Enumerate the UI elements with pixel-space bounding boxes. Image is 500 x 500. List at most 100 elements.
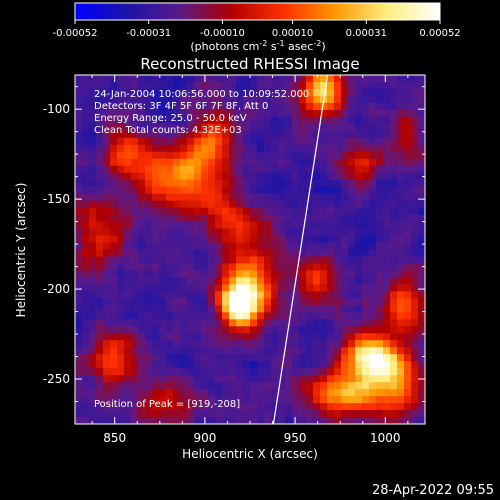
heatmap-cell bbox=[159, 333, 167, 341]
heatmap-cell bbox=[327, 137, 335, 146]
heatmap-cell bbox=[334, 151, 342, 160]
heatmap-cell bbox=[180, 123, 188, 132]
heatmap-cell bbox=[369, 382, 377, 390]
heatmap-cell bbox=[369, 340, 377, 348]
heatmap-cell bbox=[355, 95, 363, 104]
heatmap-cell bbox=[341, 319, 349, 327]
heatmap-cell bbox=[180, 221, 188, 230]
heatmap-cell bbox=[257, 158, 265, 167]
heatmap-cell bbox=[390, 333, 398, 341]
heatmap-cell bbox=[313, 263, 321, 272]
heatmap-cell bbox=[327, 256, 335, 265]
heatmap-cell bbox=[152, 298, 160, 306]
heatmap-cell bbox=[243, 242, 251, 251]
heatmap-cell bbox=[201, 186, 209, 195]
heatmap-cell bbox=[131, 137, 139, 146]
heatmap-cell bbox=[208, 417, 216, 424]
heatmap-cell bbox=[152, 179, 160, 188]
heatmap-cell bbox=[89, 172, 97, 181]
heatmap-cell bbox=[75, 368, 83, 376]
heatmap-cell bbox=[327, 214, 335, 223]
heatmap-cell bbox=[103, 277, 111, 285]
heatmap-cell bbox=[82, 123, 90, 132]
heatmap-cell bbox=[75, 193, 83, 202]
heatmap-cell bbox=[159, 235, 167, 244]
heatmap-cell bbox=[215, 81, 223, 90]
heatmap-cell bbox=[411, 116, 419, 125]
heatmap-cell bbox=[145, 361, 153, 369]
heatmap-cell bbox=[369, 361, 377, 369]
heatmap-cell bbox=[166, 347, 174, 355]
y-tick-label: -150 bbox=[43, 192, 70, 206]
heatmap-cell bbox=[159, 291, 167, 299]
heatmap-cell bbox=[110, 277, 118, 285]
heatmap-cell bbox=[124, 403, 132, 411]
heatmap-cell bbox=[285, 207, 293, 216]
heatmap-cell bbox=[390, 235, 398, 244]
heatmap-cell bbox=[138, 200, 146, 209]
heatmap-cell bbox=[299, 333, 307, 341]
heatmap-cell bbox=[166, 326, 174, 334]
heatmap-cell bbox=[194, 368, 202, 376]
heatmap-cell bbox=[159, 277, 167, 285]
heatmap-cell bbox=[320, 123, 328, 132]
heatmap-cell bbox=[271, 179, 279, 188]
heatmap-cell bbox=[355, 256, 363, 265]
heatmap-cell bbox=[187, 186, 195, 195]
heatmap-cell bbox=[187, 333, 195, 341]
heatmap-cell bbox=[292, 263, 300, 272]
heatmap-cell bbox=[285, 193, 293, 202]
heatmap-cell bbox=[250, 256, 258, 265]
heatmap-cell bbox=[355, 389, 363, 397]
heatmap-cell bbox=[299, 235, 307, 244]
heatmap-cell bbox=[159, 305, 167, 313]
heatmap-cell bbox=[250, 165, 258, 174]
heatmap-cell bbox=[89, 158, 97, 167]
heatmap-cell bbox=[166, 200, 174, 209]
heatmap-cell bbox=[376, 214, 384, 223]
heatmap-cell bbox=[166, 123, 174, 132]
heatmap-cell bbox=[369, 186, 377, 195]
heatmap-cell bbox=[243, 396, 251, 404]
heatmap-cell bbox=[418, 382, 425, 390]
heatmap-cell bbox=[138, 319, 146, 327]
heatmap-cell bbox=[250, 109, 258, 118]
heatmap-cell bbox=[418, 81, 425, 90]
heatmap-cell bbox=[208, 354, 216, 362]
heatmap-cell bbox=[89, 326, 97, 334]
heatmap-cell bbox=[208, 277, 216, 285]
heatmap-cell bbox=[411, 137, 419, 146]
heatmap-cell bbox=[404, 214, 412, 223]
heatmap-cell bbox=[404, 221, 412, 230]
heatmap-cell bbox=[355, 361, 363, 369]
heatmap-cell bbox=[201, 340, 209, 348]
heatmap-cell bbox=[82, 319, 90, 327]
heatmap-cell bbox=[383, 403, 391, 411]
heatmap-cell bbox=[166, 263, 174, 272]
heatmap-cell bbox=[145, 312, 153, 320]
heatmap-cell bbox=[397, 221, 405, 230]
heatmap-cell bbox=[292, 151, 300, 160]
heatmap-cell bbox=[243, 410, 251, 418]
heatmap-cell bbox=[341, 305, 349, 313]
heatmap-cell bbox=[257, 151, 265, 160]
heatmap-cell bbox=[173, 319, 181, 327]
heatmap-cell bbox=[222, 312, 230, 320]
heatmap-cell bbox=[411, 193, 419, 202]
heatmap-cell bbox=[257, 137, 265, 146]
heatmap-cell bbox=[110, 319, 118, 327]
heatmap-cell bbox=[131, 305, 139, 313]
heatmap-cell bbox=[250, 368, 258, 376]
heatmap-cell bbox=[229, 235, 237, 244]
heatmap-cell bbox=[306, 312, 314, 320]
heatmap-cell bbox=[75, 235, 83, 244]
heatmap-cell bbox=[145, 249, 153, 258]
heatmap-cell bbox=[173, 172, 181, 181]
heatmap-cell bbox=[117, 375, 125, 383]
heatmap-cell bbox=[145, 123, 153, 132]
heatmap-cell bbox=[418, 165, 425, 174]
heatmap-cell bbox=[138, 81, 146, 90]
heatmap-cell bbox=[96, 410, 104, 418]
heatmap-cell bbox=[348, 102, 356, 111]
heatmap-cell bbox=[383, 340, 391, 348]
